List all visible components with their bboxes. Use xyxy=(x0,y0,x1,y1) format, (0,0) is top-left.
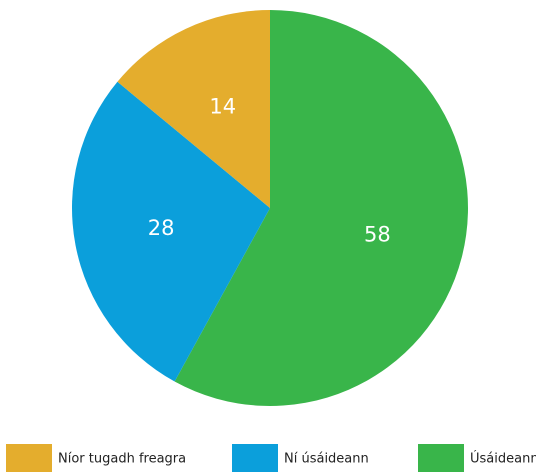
slice-label: 14 xyxy=(209,95,236,119)
legend-label: Úsáideann xyxy=(470,451,536,467)
slice-label: 58 xyxy=(364,223,391,247)
pie-slice xyxy=(71,81,270,382)
legend-label: Níor tugadh freagra xyxy=(58,452,186,467)
legend-label: Ní úsáideann xyxy=(284,452,369,467)
slice-label: 28 xyxy=(148,216,175,240)
legend-swatch xyxy=(232,444,278,472)
legend-swatch xyxy=(418,444,464,472)
legend-swatch xyxy=(6,444,52,472)
pie-slice xyxy=(117,10,270,208)
pie-slice xyxy=(174,10,468,406)
